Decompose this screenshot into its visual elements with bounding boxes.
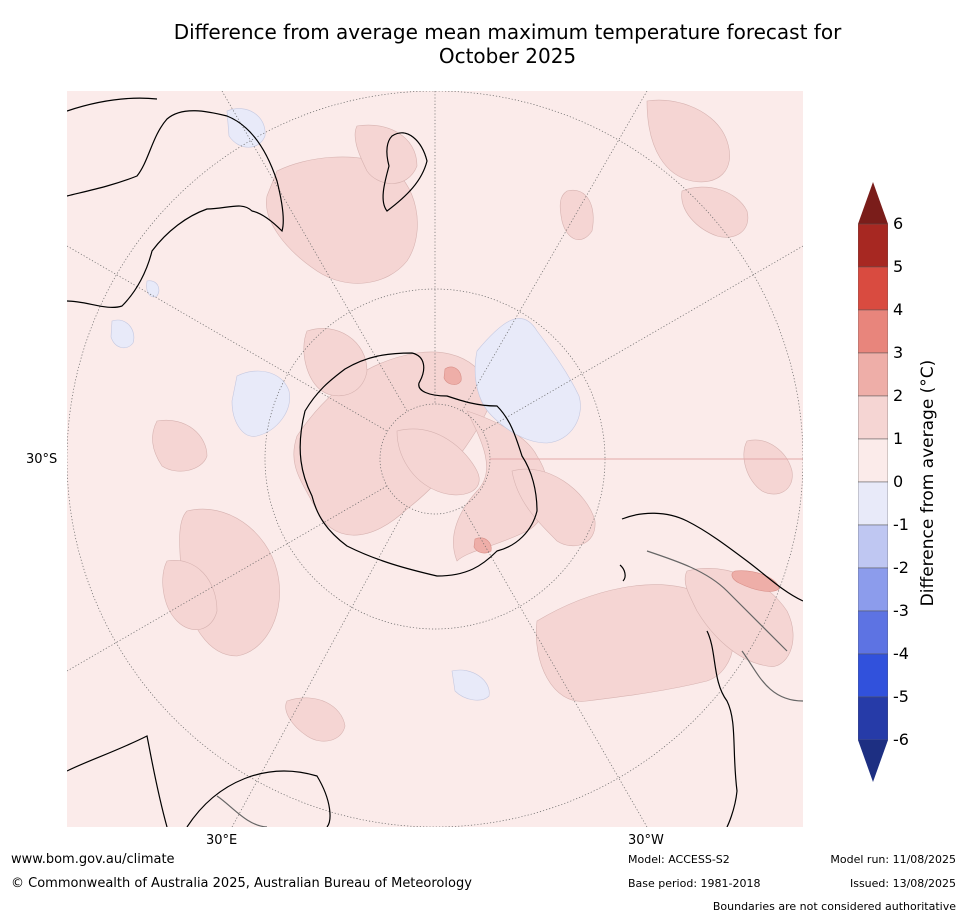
model-run-text: Model run: 11/08/2025 [830, 853, 956, 866]
colorbar-tick-label: 1 [893, 429, 904, 448]
colorbar-svg [857, 182, 889, 782]
colorbar-tick-label: -4 [893, 644, 909, 663]
copyright-text: © Commonwealth of Australia 2025, Austra… [11, 876, 472, 891]
colorbar-bin [857, 352, 889, 397]
colorbar-bin [857, 610, 889, 655]
colorbar-bin [857, 309, 889, 354]
latitude-label-30s: 30°S [26, 452, 58, 467]
colorbar-tick-label: 6 [893, 214, 904, 233]
map-svg [67, 91, 803, 827]
colorbar-top-arrow [858, 182, 888, 224]
website-link[interactable]: www.bom.gov.au/climate [11, 852, 175, 867]
colorbar-bin [857, 438, 889, 483]
colorbar-tick-label: -6 [893, 730, 909, 749]
colorbar-bin [857, 524, 889, 569]
colorbar-bin [857, 481, 889, 526]
colorbar-bin [857, 567, 889, 612]
colorbar-tick-label: 4 [893, 300, 904, 319]
colorbar-bin [857, 266, 889, 311]
colorbar-tick-label: -5 [893, 687, 909, 706]
colorbar-tick-label: -2 [893, 558, 909, 577]
colorbar-bin [857, 653, 889, 698]
colorbar-title: Difference from average (°C) [918, 359, 938, 607]
colorbar-bin [857, 395, 889, 440]
colorbar-tick-label: -1 [893, 515, 909, 534]
colorbar-tick-label: 2 [893, 386, 904, 405]
colorbar-tick-label: 3 [893, 343, 904, 362]
longitude-label-30e: 30°E [206, 833, 238, 848]
colorbar-bin [857, 223, 889, 268]
colorbar-bin [857, 696, 889, 741]
title-line-1: Difference from average mean maximum tem… [173, 20, 842, 44]
disclaimer-text: Boundaries are not considered authoritat… [712, 900, 956, 913]
anomaly-1-to-2-regions [152, 99, 794, 742]
model-text: Model: ACCESS-S2 [628, 853, 730, 866]
polar-map[interactable] [67, 91, 803, 827]
coastlines [67, 97, 803, 827]
chart-title: Difference from average mean maximum tem… [60, 20, 955, 68]
issued-text: Issued: 13/08/2025 [849, 877, 956, 890]
colorbar-bottom-arrow [858, 740, 888, 782]
colorbar-tick-label: 5 [893, 257, 904, 276]
colorbar-tick-label: -3 [893, 601, 909, 620]
base-period-text: Base period: 1981-2018 [628, 877, 761, 890]
colorbar [857, 182, 889, 782]
title-line-2: October 2025 [438, 44, 577, 68]
colorbar-tick-label: 0 [893, 472, 904, 491]
longitude-label-30w: 30°W [628, 833, 664, 848]
country-boundaries [216, 550, 803, 827]
